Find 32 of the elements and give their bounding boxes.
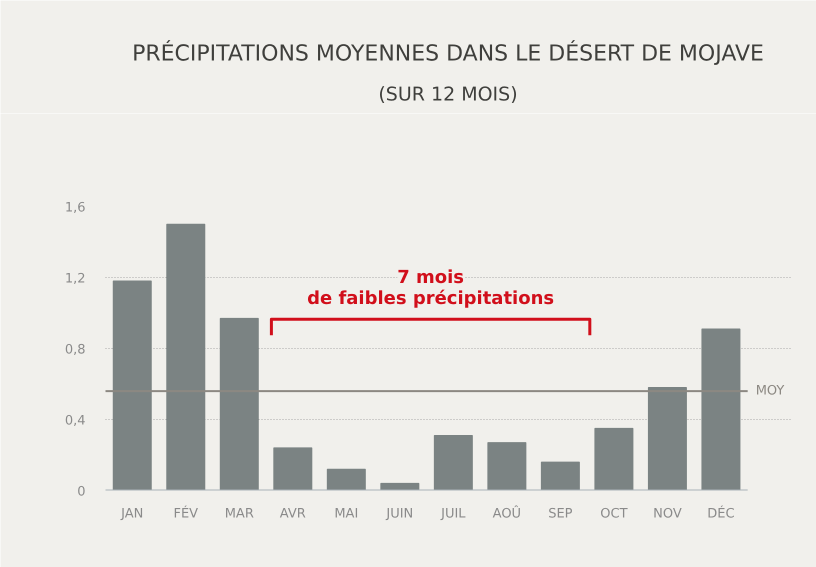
bar (701, 328, 740, 490)
bar (540, 462, 580, 490)
y-tick-label: 0,8 (64, 342, 86, 358)
ref-line-label: MOY (756, 384, 784, 399)
bar (273, 447, 312, 490)
bar (594, 428, 634, 490)
bar (166, 224, 206, 490)
bar (648, 387, 687, 490)
bar (112, 280, 152, 490)
x-tick-label: JUIN (385, 506, 414, 522)
x-tick-label: DÉC (707, 504, 735, 522)
y-tick-label: 1,6 (64, 200, 86, 216)
x-tick-label: FÉV (173, 504, 198, 522)
x-tick-label: JAN (120, 506, 144, 522)
x-tick-label: AVR (280, 506, 306, 522)
bar (220, 318, 259, 490)
x-tick-label: JUIL (440, 506, 466, 522)
y-tick-label: 0 (77, 484, 86, 500)
x-tick-label: AOÛ (492, 504, 522, 522)
x-tick-label: SEP (548, 506, 573, 522)
x-tick-label: NOV (653, 506, 682, 522)
y-tick-label: 0,4 (64, 414, 86, 428)
bar (487, 442, 526, 490)
annotation: 7 mois de faibles précipitations (307, 267, 554, 309)
y-tick-label: 1,2 (64, 272, 86, 286)
bar (434, 434, 473, 490)
chart-title: PRÉCIPITATIONS MOYENNES DANS LE DÉSERT DE MOJAVE (132, 40, 764, 66)
x-tick-label: OCT (600, 506, 628, 522)
x-tick-label: MAI (334, 506, 358, 522)
chart-subtitle: (SUR 12 MOIS) (378, 84, 518, 106)
bar (326, 468, 366, 490)
x-tick-label: MAR (224, 506, 254, 522)
